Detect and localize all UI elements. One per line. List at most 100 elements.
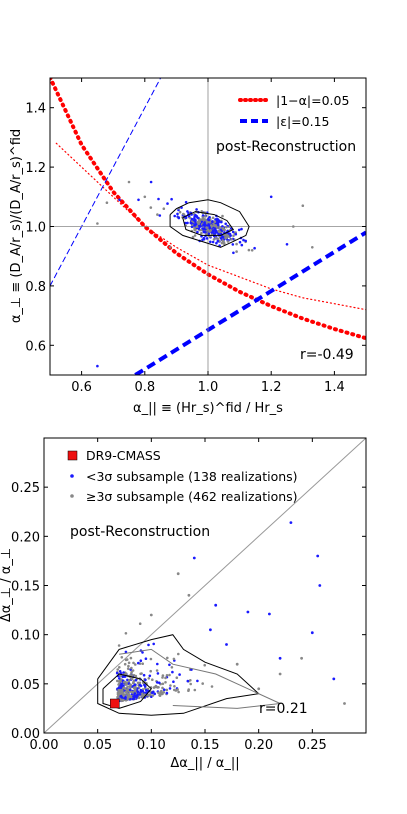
y-tick-label: 0.10 bbox=[11, 629, 40, 644]
x-tick-label: 0.15 bbox=[191, 738, 220, 753]
cloud-point bbox=[220, 220, 223, 224]
cloud-point bbox=[152, 642, 155, 646]
gray-outlier bbox=[235, 662, 239, 666]
cloud-point bbox=[149, 693, 152, 696]
cloud-point bbox=[240, 243, 244, 247]
cloud-point bbox=[201, 216, 205, 219]
cloud-point bbox=[153, 692, 156, 696]
cloud-point bbox=[118, 666, 121, 669]
cloud-point bbox=[230, 238, 233, 241]
outlier-point bbox=[143, 195, 147, 199]
cloud-point bbox=[177, 216, 181, 220]
cloud-point bbox=[194, 228, 197, 231]
cloud-point bbox=[168, 687, 172, 690]
contour-outer bbox=[97, 634, 260, 716]
cloud-point bbox=[157, 691, 160, 694]
legend-2: DR9-CMASS <3σ subsample (138 realization… bbox=[67, 448, 298, 504]
cloud-point bbox=[139, 689, 143, 692]
blue-outlier bbox=[192, 556, 196, 560]
legend-marker-above3sigma bbox=[70, 494, 74, 498]
cloud-point bbox=[126, 685, 129, 689]
cloud-point bbox=[162, 688, 166, 691]
cloud-point bbox=[136, 690, 140, 693]
cloud-point bbox=[139, 659, 143, 662]
contour-0 bbox=[169, 199, 250, 248]
cloud-point bbox=[122, 686, 125, 690]
cloud-point bbox=[155, 685, 158, 688]
legend-label-below3sigma: <3σ subsample (138 realizations) bbox=[86, 469, 298, 484]
cloud-point bbox=[201, 682, 204, 685]
cloud-point bbox=[177, 690, 180, 694]
cloud-point bbox=[124, 683, 128, 686]
gray-outlier bbox=[300, 656, 303, 660]
blue-outlier bbox=[278, 656, 282, 660]
cloud-point bbox=[208, 230, 211, 233]
cloud-point bbox=[130, 666, 133, 670]
cloud-point bbox=[147, 643, 150, 647]
outlier-points bbox=[96, 180, 314, 368]
cloud-point bbox=[196, 230, 199, 234]
outlier-point bbox=[301, 204, 305, 207]
cloud-point bbox=[189, 682, 192, 686]
error-scatter-panel: 0.00 0.05 0.10 0.15 0.20 0.25 0.00 0.05 0.10 0.1… bbox=[0, 437, 367, 771]
cloud-point bbox=[205, 237, 209, 240]
x-tick-label: 1.2 bbox=[261, 380, 282, 395]
cloud-point bbox=[124, 690, 128, 694]
cloud-point bbox=[130, 670, 133, 674]
cloud-point bbox=[138, 693, 142, 696]
cloud-point bbox=[151, 678, 154, 681]
cloud-point bbox=[237, 228, 241, 232]
x-tick-label: 0.25 bbox=[298, 738, 327, 753]
cloud-point bbox=[124, 658, 128, 662]
cloud-point bbox=[209, 240, 212, 244]
cloud-point bbox=[143, 693, 146, 696]
cloud-point bbox=[203, 663, 206, 667]
cloud-point bbox=[176, 212, 179, 216]
cloud-point bbox=[165, 691, 169, 695]
cloud-point bbox=[158, 694, 162, 697]
cloud-point bbox=[168, 673, 171, 677]
blue-outlier bbox=[268, 612, 271, 616]
cloud-point bbox=[169, 684, 172, 687]
cloud-point bbox=[158, 681, 161, 685]
cloud-point bbox=[129, 697, 132, 701]
cloud-point bbox=[116, 668, 119, 671]
cloud-point bbox=[240, 227, 243, 231]
y-axis-ticks-1: 0.6 0.8 1.0 1.2 1.4 bbox=[25, 102, 366, 354]
cloud-point bbox=[132, 697, 136, 700]
outlier-point bbox=[127, 180, 131, 184]
cloud-point bbox=[184, 221, 187, 225]
cloud-point bbox=[123, 662, 127, 666]
blue-outlier bbox=[310, 631, 314, 635]
x-axis-label-2: Δα_|| / α_|| bbox=[170, 756, 239, 771]
cloud-point bbox=[122, 681, 126, 684]
cloud-point bbox=[141, 651, 144, 654]
cloud-point bbox=[205, 226, 208, 229]
cloud-point bbox=[137, 661, 140, 665]
cloud-point bbox=[204, 215, 207, 218]
cloud-point bbox=[201, 227, 204, 230]
cloud-point bbox=[133, 694, 137, 698]
outlier-point bbox=[250, 249, 254, 252]
cloud-point bbox=[127, 678, 131, 682]
legend-label-alpha: |1−α|=0.05 bbox=[276, 93, 349, 108]
outlier-points-2 bbox=[149, 521, 346, 705]
cloud-point bbox=[190, 222, 193, 225]
cloud-point bbox=[175, 676, 179, 679]
cloud-point bbox=[224, 236, 227, 240]
cloud-point bbox=[149, 669, 152, 673]
cloud-point bbox=[224, 222, 227, 226]
annotation-correlation-2: r=0.21 bbox=[259, 701, 308, 717]
cloud-point bbox=[211, 220, 214, 223]
cloud-point bbox=[211, 240, 215, 244]
cloud-point bbox=[150, 691, 154, 695]
legend-1: |1−α|=0.05 |ε|=0.15 bbox=[238, 93, 349, 129]
cloud-point bbox=[144, 678, 147, 682]
legend-marker-dr9 bbox=[67, 450, 78, 461]
cloud-point bbox=[218, 225, 221, 229]
cloud-point bbox=[138, 622, 142, 625]
x-axis-label-1: α_|| ≡ (Hr_s)^fid / Hr_s bbox=[133, 401, 283, 416]
cloud-point bbox=[222, 241, 226, 244]
cloud-point bbox=[161, 682, 165, 686]
outlier-point bbox=[162, 207, 166, 210]
